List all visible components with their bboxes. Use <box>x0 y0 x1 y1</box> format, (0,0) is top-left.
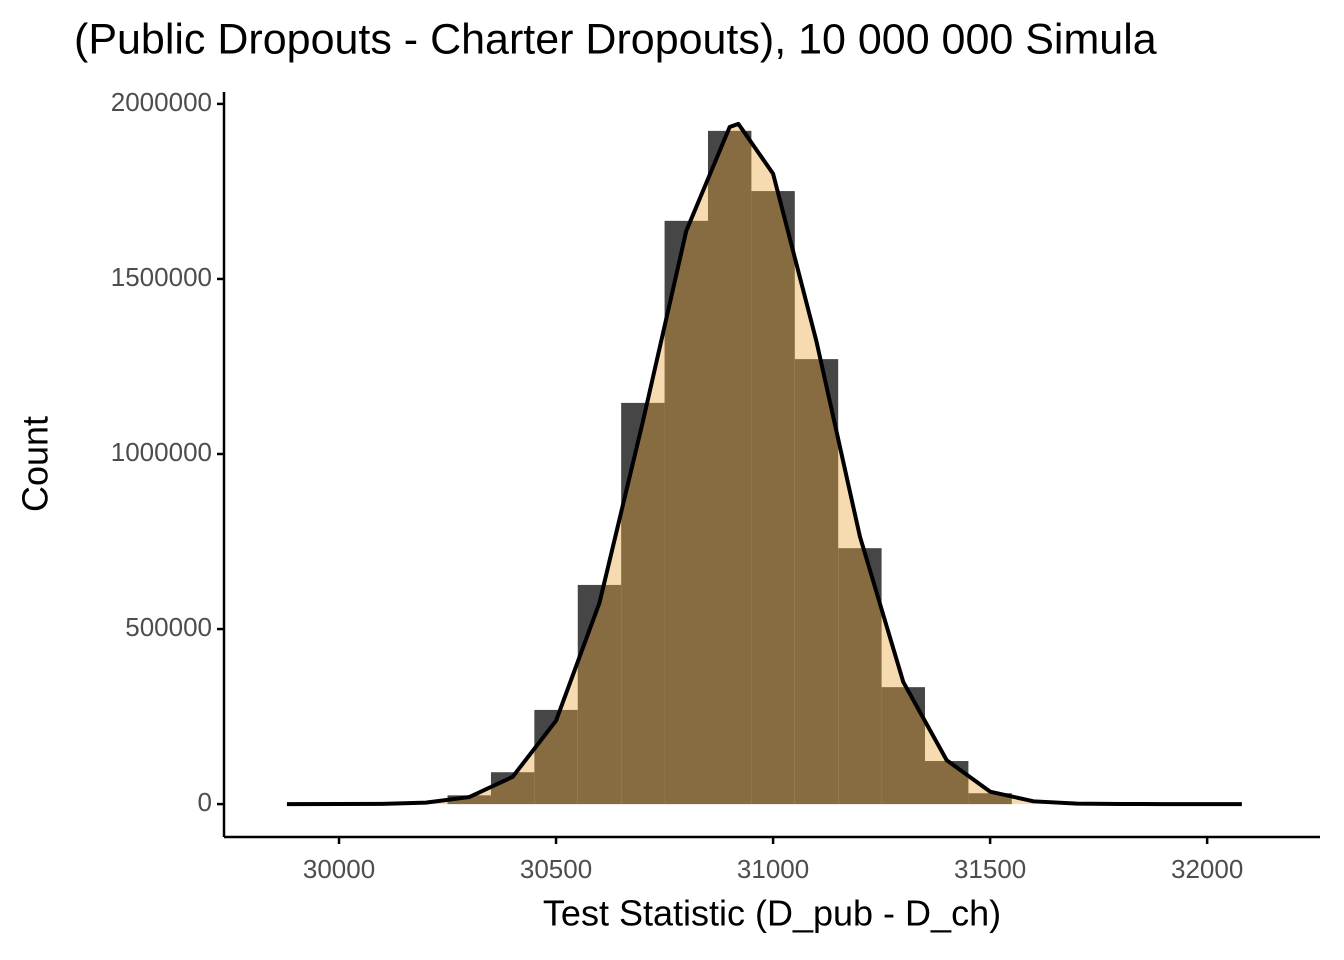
y-tick-label: 500000 <box>125 612 212 642</box>
histogram-bar <box>925 761 969 805</box>
y-tick-label: 1500000 <box>111 262 212 292</box>
x-tick-label: 31500 <box>954 854 1026 884</box>
x-axis-title: Test Statistic (D_pub - D_ch) <box>543 893 1001 934</box>
histogram-bar <box>621 402 665 805</box>
density-line <box>286 121 1242 807</box>
y-tick-label: 0 <box>198 787 212 817</box>
x-tick-label: 30000 <box>303 854 375 884</box>
histogram-bar <box>707 130 752 805</box>
y-axis-title: Count <box>15 416 56 512</box>
histogram-bar <box>968 793 1012 805</box>
x-tick-label: 32000 <box>1171 854 1243 884</box>
y-tick-label: 1000000 <box>111 437 212 467</box>
x-tick-label: 30500 <box>520 854 592 884</box>
histogram-bar <box>751 191 795 805</box>
histogram-bar <box>664 220 708 805</box>
histogram-bar <box>534 709 578 805</box>
plot-area: 0 500000 1000000 1500000 2000000 30000 30500 31… <box>111 87 1320 884</box>
y-tick-label: 2000000 <box>111 87 212 117</box>
histogram-bar <box>447 795 491 805</box>
density-area <box>286 123 1242 805</box>
x-tick-label: 31000 <box>737 854 809 884</box>
histogram-bar <box>577 584 622 805</box>
histogram-bar <box>794 359 839 805</box>
chart-title: (Public Dropouts - Charter Dropouts), 10… <box>74 15 1157 63</box>
